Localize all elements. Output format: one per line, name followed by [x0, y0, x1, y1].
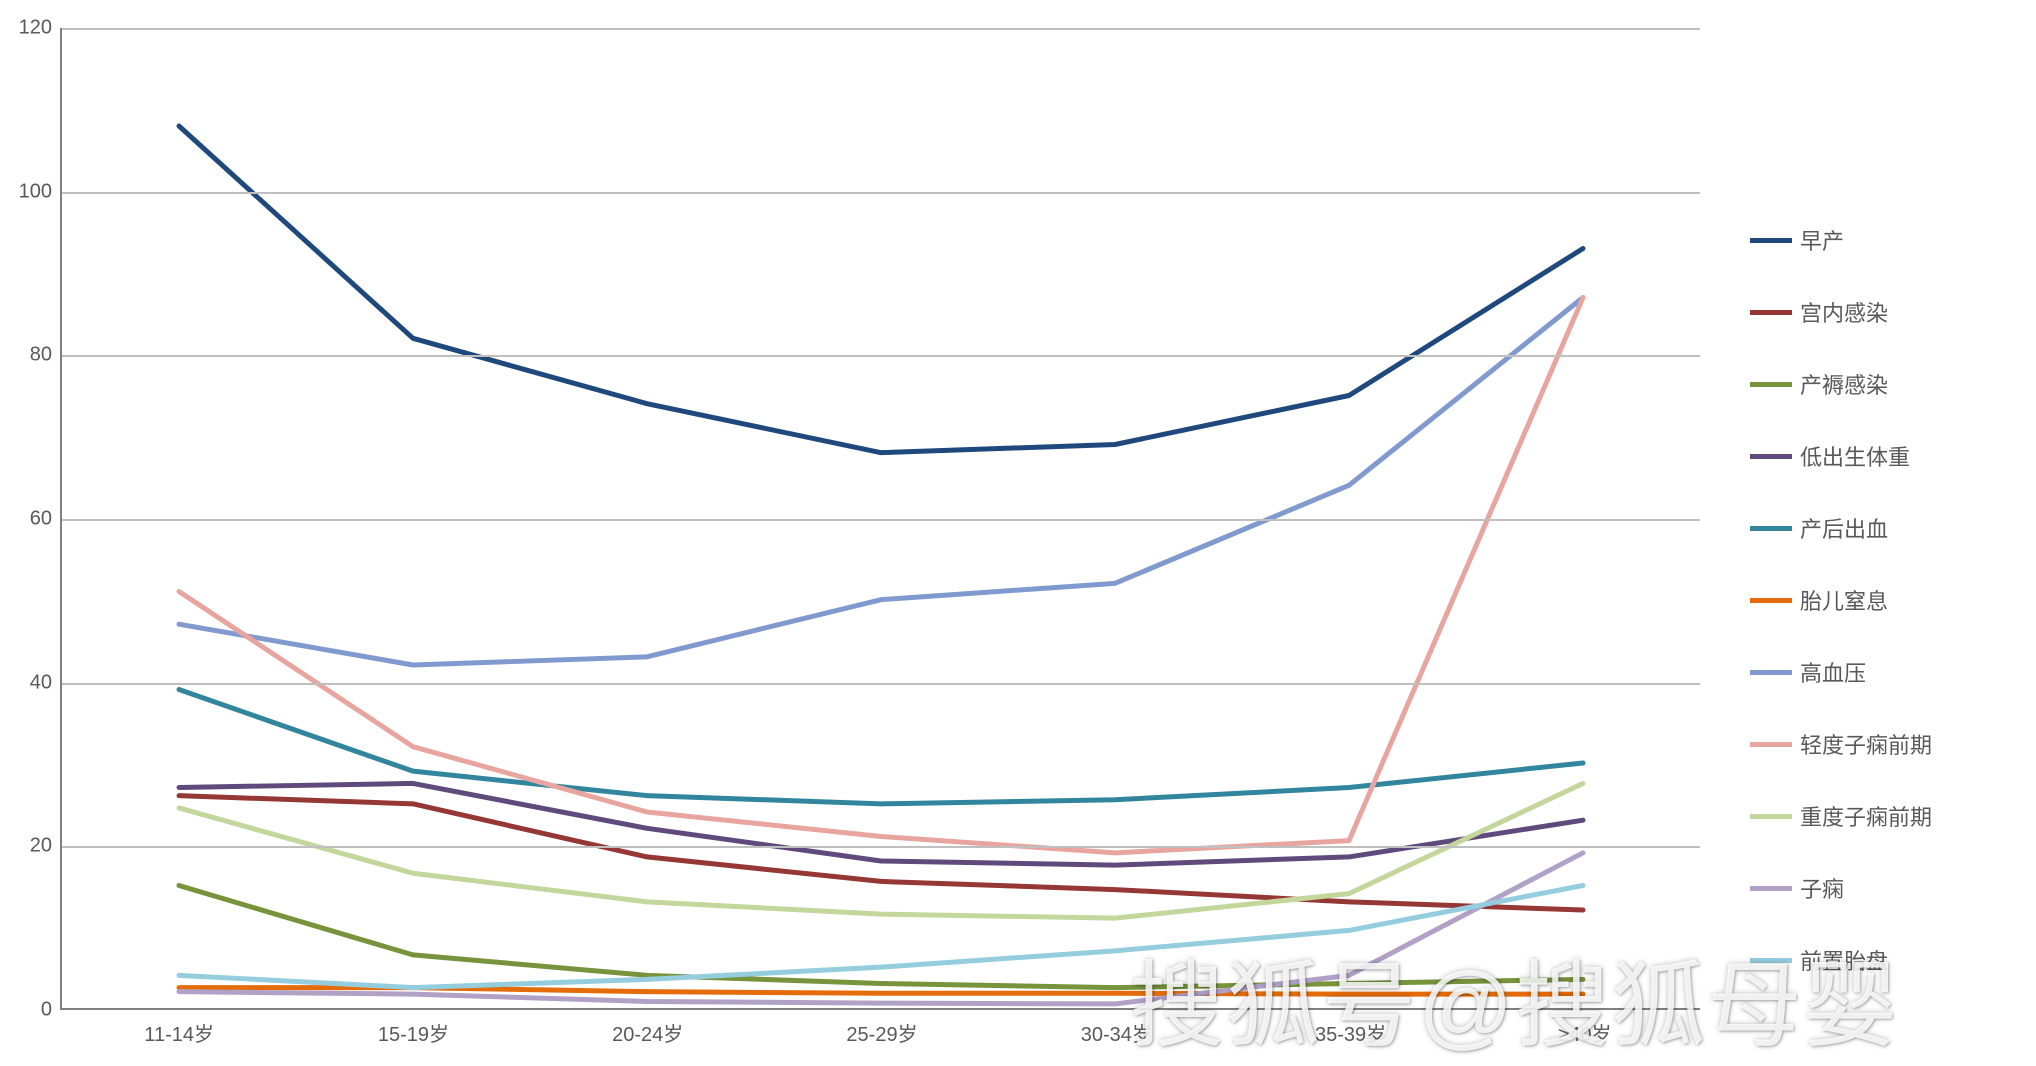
- y-tick-label: 80: [30, 344, 52, 367]
- legend-item: 低出生体重: [1750, 440, 1932, 472]
- legend-label: 产褥感染: [1800, 368, 1888, 400]
- legend-label: 轻度子痫前期: [1800, 728, 1932, 760]
- legend-label: 重度子痫前期: [1800, 800, 1932, 832]
- gridline: [62, 846, 1700, 848]
- legend-label: 宫内感染: [1800, 296, 1888, 328]
- series-lines: [62, 28, 1700, 1008]
- legend-item: 轻度子痫前期: [1750, 728, 1932, 760]
- legend-label: 早产: [1800, 224, 1844, 256]
- legend-item: 重度子痫前期: [1750, 800, 1932, 832]
- legend-item: 产褥感染: [1750, 368, 1932, 400]
- legend-item: 前置胎盘: [1750, 944, 1932, 976]
- legend-item: 子痫: [1750, 872, 1932, 904]
- legend-label: 胎儿窒息: [1800, 584, 1888, 616]
- legend-swatch: [1750, 382, 1792, 387]
- legend-label: 高血压: [1800, 656, 1866, 688]
- x-tick-label: 25-29岁: [846, 1018, 917, 1047]
- gridline: [62, 28, 1700, 30]
- legend-item: 产后出血: [1750, 512, 1932, 544]
- legend-swatch: [1750, 814, 1792, 819]
- series-line: [179, 298, 1583, 666]
- legend-label: 低出生体重: [1800, 440, 1910, 472]
- legend-item: 高血压: [1750, 656, 1932, 688]
- legend-swatch: [1750, 454, 1792, 459]
- legend-swatch: [1750, 670, 1792, 675]
- gridline: [62, 519, 1700, 521]
- legend-label: 前置胎盘: [1800, 944, 1888, 976]
- legend-swatch: [1750, 526, 1792, 531]
- legend-swatch: [1750, 598, 1792, 603]
- legend-label: 产后出血: [1800, 512, 1888, 544]
- gridline: [62, 192, 1700, 194]
- legend-item: 胎儿窒息: [1750, 584, 1932, 616]
- gridline: [62, 355, 1700, 357]
- x-tick-label: 11-14岁: [144, 1018, 214, 1047]
- legend-swatch: [1750, 238, 1792, 243]
- legend-swatch: [1750, 886, 1792, 891]
- legend: 早产宫内感染产褥感染低出生体重产后出血胎儿窒息高血压轻度子痫前期重度子痫前期子痫…: [1750, 224, 1932, 976]
- x-tick-label: ≥40岁: [1558, 1018, 1611, 1047]
- x-tick-label: 30-34岁: [1081, 1018, 1152, 1047]
- y-tick-label: 0: [41, 999, 52, 1022]
- x-tick-label: 20-24岁: [612, 1018, 683, 1047]
- line-chart: 0 20 40 60 80 100 120 11-14岁 15-19岁 20-24岁 25-29岁 3…: [0, 0, 2036, 1058]
- x-tick-label: 35-39岁: [1315, 1018, 1386, 1047]
- legend-swatch: [1750, 742, 1792, 747]
- y-tick-label: 20: [30, 835, 52, 858]
- legend-swatch: [1750, 958, 1792, 963]
- legend-swatch: [1750, 310, 1792, 315]
- x-tick-label: 15-19岁: [378, 1018, 449, 1047]
- gridline: [62, 683, 1700, 685]
- y-tick-label: 100: [19, 180, 52, 203]
- y-tick-label: 40: [30, 671, 52, 694]
- plot-area: 02040608010012011-14岁15-19岁20-24岁25-29岁3…: [60, 28, 1700, 1010]
- y-tick-label: 60: [30, 508, 52, 531]
- legend-item: 宫内感染: [1750, 296, 1932, 328]
- series-line: [179, 783, 1583, 865]
- y-tick-label: 120: [19, 17, 52, 40]
- legend-item: 早产: [1750, 224, 1932, 256]
- series-line: [179, 126, 1583, 453]
- legend-label: 子痫: [1800, 872, 1844, 904]
